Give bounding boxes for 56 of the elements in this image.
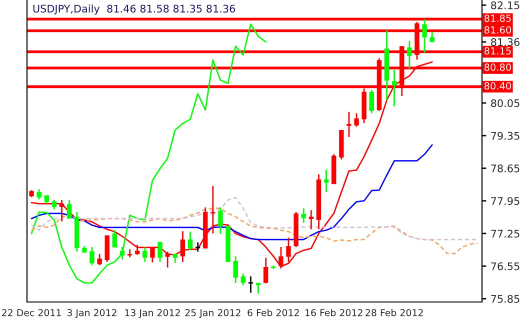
candlestick [150, 246, 155, 264]
y-tick-label: 80.05 [491, 99, 520, 108]
candlestick [392, 69, 397, 107]
candlestick [218, 206, 223, 235]
candlestick [36, 188, 42, 200]
y-tick-label: 76.55 [491, 262, 520, 270]
y-tick-label: 82.15 [491, 1, 520, 10]
chart-title: USDJPY,Daily 81.46 81.58 81.35 81.36 [33, 4, 236, 15]
candlestick [90, 246, 94, 266]
candlestick [422, 18, 427, 54]
candlestick [286, 236, 291, 263]
candlestick [369, 89, 374, 114]
y-tick-label: 79.35 [491, 132, 520, 140]
ref-line-label: 80.40 [484, 82, 512, 90]
line-series [30, 24, 267, 284]
candlestick [97, 253, 102, 266]
x-tick-label: 3 Jan 2012 [67, 309, 116, 318]
candlestick [172, 252, 178, 264]
y-tick-label: 77.25 [491, 230, 520, 238]
candlestick [135, 244, 140, 256]
candlestick [346, 111, 352, 138]
candlestick [233, 256, 238, 284]
y-tick-label: 81.36 [491, 38, 520, 46]
candlestick [59, 199, 64, 222]
candlestick [112, 230, 118, 248]
candlestick [430, 30, 434, 44]
x-tick-label: 22 Dec 2011 [2, 309, 61, 316]
line-series [30, 144, 433, 240]
ref-line-label: 80.80 [484, 64, 512, 71]
line-series [30, 196, 478, 240]
candlestick [354, 112, 359, 128]
ref-line-label: 81.15 [484, 47, 511, 55]
ref-line-label: 81.60 [484, 26, 512, 34]
candlestick [263, 257, 268, 284]
candlestick [180, 230, 186, 263]
x-tick-label: 25 Jan 2012 [185, 309, 240, 318]
candlestick [210, 185, 216, 234]
y-tick-label: 75.85 [491, 294, 520, 303]
candlestick [142, 246, 148, 263]
x-tick-label: 28 Feb 2012 [366, 308, 423, 316]
candlestick [66, 199, 72, 220]
candlestick [158, 241, 162, 263]
candlestick [248, 276, 254, 294]
ref-line-label: 81.85 [484, 14, 511, 22]
y-tick-label: 77.95 [491, 197, 520, 205]
x-tick-label: 13 Jan 2012 [125, 309, 180, 318]
x-tick-label: 6 Feb 2012 [248, 308, 299, 316]
candlestick [308, 209, 314, 230]
candlestick [240, 272, 246, 286]
candlestick [407, 40, 412, 70]
y-tick-label: 78.65 [491, 164, 520, 172]
candlestick [301, 208, 306, 224]
candlestick [52, 199, 57, 210]
candlestick [188, 230, 193, 251]
x-tick-label: 16 Feb 2012 [306, 308, 362, 316]
candlestick [120, 246, 125, 260]
